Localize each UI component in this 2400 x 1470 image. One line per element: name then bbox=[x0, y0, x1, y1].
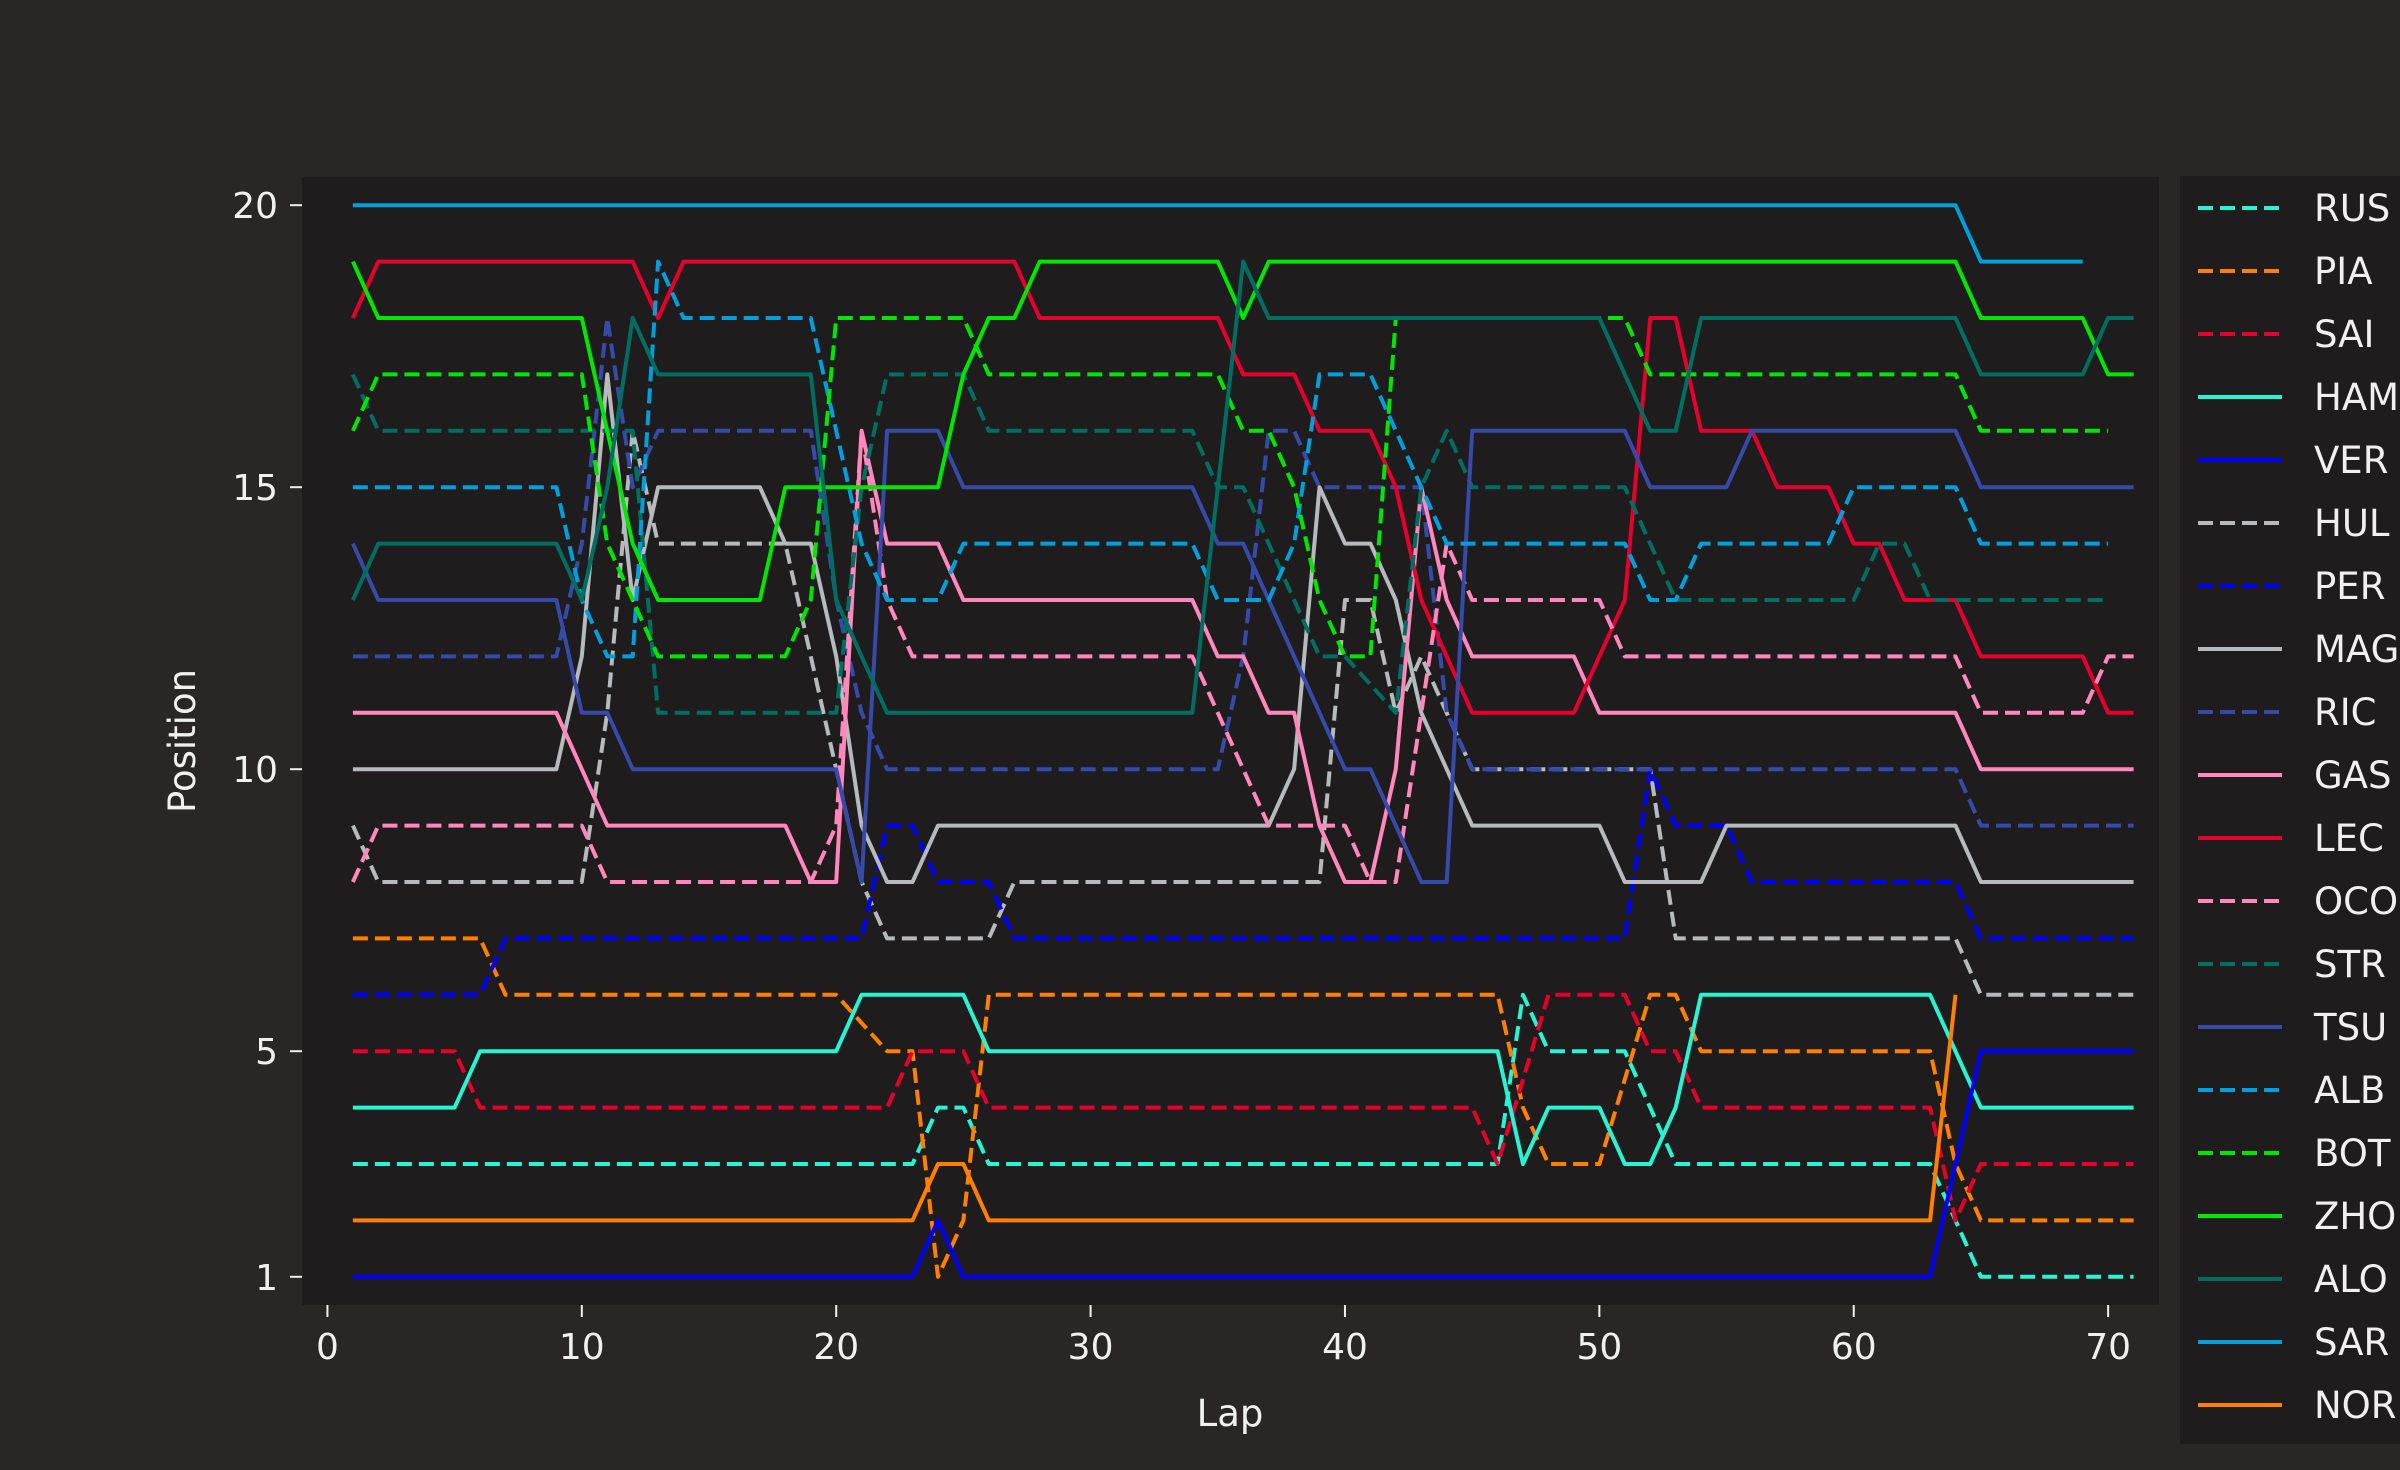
x-tick-label: 20 bbox=[813, 1327, 859, 1368]
legend-label-sai: SAI bbox=[2314, 313, 2374, 356]
y-tick-label: 10 bbox=[232, 750, 278, 791]
y-axis-label: Position bbox=[161, 669, 204, 813]
legend-box bbox=[2180, 176, 2400, 1444]
legend-label-zho: ZHO bbox=[2314, 1195, 2396, 1238]
series-line-str bbox=[351, 372, 2109, 715]
legend-label-rus: RUS bbox=[2314, 187, 2390, 230]
y-tick-label: 15 bbox=[232, 468, 278, 509]
x-tick-label: 60 bbox=[1831, 1327, 1877, 1368]
x-tick-label: 10 bbox=[559, 1327, 605, 1368]
legend-label-nor: NOR bbox=[2314, 1384, 2397, 1427]
legend-label-bot: BOT bbox=[2314, 1132, 2391, 1175]
legend-label-tsu: TSU bbox=[2313, 1006, 2387, 1049]
series-line-mag bbox=[352, 372, 2134, 884]
legend-label-gas: GAS bbox=[2314, 754, 2391, 797]
series-line-alb bbox=[352, 259, 2109, 659]
legend-label-str: STR bbox=[2314, 943, 2386, 986]
y-tick-label: 1 bbox=[255, 1258, 278, 1299]
x-tick-label: 70 bbox=[2085, 1327, 2131, 1368]
legend-label-sar: SAR bbox=[2314, 1321, 2389, 1364]
x-axis-label: Lap bbox=[1197, 1392, 1264, 1435]
legend-label-pia: PIA bbox=[2314, 250, 2373, 293]
legend-label-ver: VER bbox=[2314, 439, 2388, 482]
legend-label-mag: MAG bbox=[2314, 628, 2399, 671]
legend-label-oco: OCO bbox=[2314, 880, 2398, 923]
series-line-bot bbox=[351, 316, 2109, 659]
series-lines bbox=[351, 203, 2134, 1279]
legend-label-ham: HAM bbox=[2314, 376, 2399, 419]
x-tick-label: 0 bbox=[316, 1327, 339, 1368]
series-line-ric bbox=[352, 316, 2134, 828]
series-line-alo bbox=[351, 259, 2134, 715]
y-tick-label: 20 bbox=[232, 186, 278, 227]
series-line-zho bbox=[351, 259, 2134, 602]
series-line-per bbox=[352, 767, 2134, 997]
x-tick-label: 50 bbox=[1576, 1327, 1622, 1368]
series-line-oco bbox=[351, 428, 2134, 884]
series-line-ver bbox=[352, 1049, 2134, 1279]
series-line-ham bbox=[352, 992, 2134, 1166]
series-line-pia bbox=[352, 936, 2134, 1279]
legend: RUS PIA SAI HAM VER HUL PER MAG RIC GAS LEC OCO STR T… bbox=[2198, 187, 2399, 1427]
legend-label-lec: LEC bbox=[2314, 817, 2384, 860]
series-line-sar bbox=[352, 203, 2083, 264]
x-tick-label: 30 bbox=[1068, 1327, 1114, 1368]
series-line-lec bbox=[351, 259, 2134, 715]
legend-label-alo: ALO bbox=[2314, 1258, 2388, 1301]
x-tick-label: 40 bbox=[1322, 1327, 1368, 1368]
legend-label-per: PER bbox=[2314, 565, 2385, 608]
series-line-sai bbox=[352, 992, 2134, 1223]
series-line-tsu bbox=[351, 428, 2134, 884]
y-tick-label: 5 bbox=[255, 1032, 278, 1073]
series-line-nor bbox=[352, 994, 1958, 1223]
legend-label-alb: ALB bbox=[2314, 1069, 2385, 1112]
legend-label-ric: RIC bbox=[2314, 691, 2376, 734]
series-line-gas bbox=[352, 428, 2134, 884]
legend-label-hul: HUL bbox=[2314, 502, 2390, 545]
